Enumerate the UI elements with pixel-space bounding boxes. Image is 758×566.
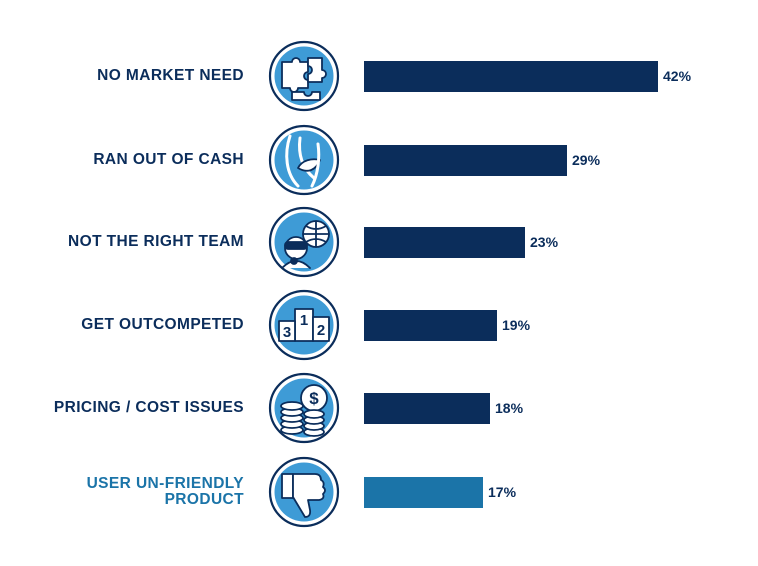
data-label: 19% <box>502 317 531 333</box>
category-label: NO MARKET NEED <box>97 68 244 84</box>
data-label: 42% <box>663 68 692 84</box>
category-label-line: RAN OUT OF CASH <box>93 151 244 168</box>
category-label-line: NOT THE RIGHT TEAM <box>68 233 244 250</box>
category-label: GET OUTCOMPETED <box>81 317 244 333</box>
bar <box>364 476 483 508</box>
data-label: 17% <box>488 484 517 500</box>
bar <box>364 226 525 258</box>
category-label: USER UN-FRIENDLY PRODUCT <box>87 476 244 508</box>
category-label: RAN OUT OF CASH <box>93 152 244 168</box>
category-label-line: PRICING / COST ISSUES <box>53 399 244 416</box>
category-label-line: GET OUTCOMPETED <box>81 316 244 333</box>
data-label: 18% <box>495 400 524 416</box>
bar <box>364 60 658 92</box>
bar <box>364 392 490 424</box>
category-label-line: NO MARKET NEED <box>97 67 244 84</box>
category-label-line: PRODUCT <box>164 491 244 508</box>
coins-icon: $ <box>268 372 340 444</box>
coin-symbol: $ <box>309 389 319 408</box>
podium-number-2: 1 <box>300 312 308 329</box>
empty-pocket-icon <box>268 124 340 196</box>
category-label-line: USER UN-FRIENDLY <box>86 475 244 492</box>
data-label: 29% <box>572 152 601 168</box>
podium-number-1: 3 <box>283 324 291 341</box>
data-label: 23% <box>530 234 559 250</box>
podium-number-3: 2 <box>317 322 325 339</box>
podium-icon: 312 <box>268 289 340 361</box>
bar <box>364 309 497 341</box>
thumbs-down-icon <box>268 456 340 528</box>
bar <box>364 144 567 176</box>
puzzle-icon <box>268 40 340 112</box>
category-label: PRICING / COST ISSUES <box>54 400 244 416</box>
category-label: NOT THE RIGHT TEAM <box>68 234 244 250</box>
team-icon <box>268 206 340 278</box>
